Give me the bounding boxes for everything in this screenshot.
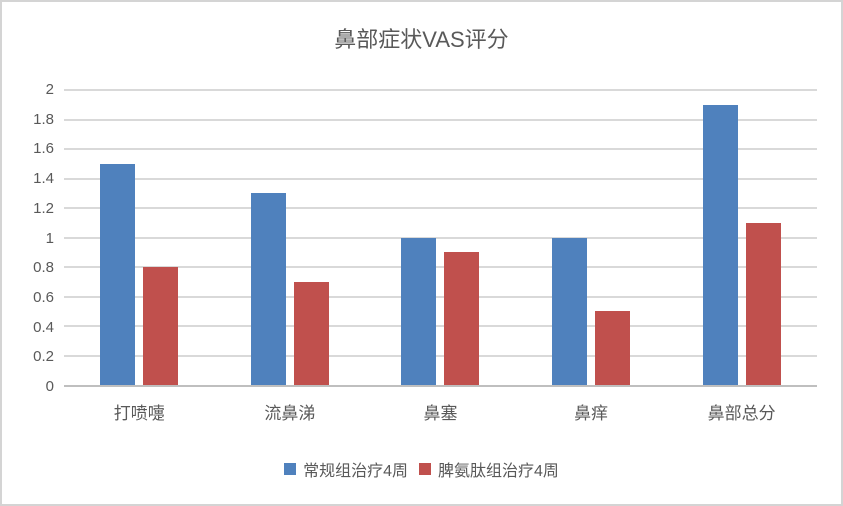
y-axis-tick-label: 1.4 bbox=[33, 170, 54, 188]
y-axis-tick-label: 2 bbox=[45, 81, 54, 98]
bar-series-1 bbox=[552, 237, 588, 385]
bar-series-1 bbox=[702, 104, 738, 385]
x-axis-category-label: 流鼻涕 bbox=[264, 404, 316, 423]
bar-group bbox=[516, 90, 667, 385]
y-axis-tick-label: 0 bbox=[45, 378, 54, 395]
bar-series-2 bbox=[444, 252, 480, 385]
y-axis-tick-label: 0.6 bbox=[33, 288, 54, 306]
gridline bbox=[64, 89, 817, 91]
y-axis-tick-label: 1.2 bbox=[33, 199, 54, 217]
y-axis-tick-label: 0.8 bbox=[33, 259, 54, 277]
bar-group bbox=[64, 90, 215, 385]
legend-swatch bbox=[419, 463, 431, 475]
bar-series-2 bbox=[745, 222, 781, 385]
x-axis-category-label: 鼻塞 bbox=[423, 404, 458, 423]
x-axis-category-label: 鼻痒 bbox=[574, 404, 609, 423]
y-axis-tick-label: 1.8 bbox=[33, 110, 54, 128]
legend-label: 常规组治疗4周 bbox=[303, 463, 408, 480]
gridline bbox=[64, 177, 817, 180]
gridline bbox=[64, 325, 817, 327]
bar-series-1 bbox=[100, 163, 136, 385]
legend-label: 脾氨肽组治疗4周 bbox=[438, 463, 559, 480]
bar-series-2 bbox=[293, 281, 329, 385]
y-axis-tick-label: 1.6 bbox=[33, 140, 54, 158]
gridline bbox=[64, 295, 817, 298]
y-axis-tick-label: 0.4 bbox=[33, 318, 54, 336]
plot-area bbox=[64, 89, 817, 387]
y-axis-tick-label: 1 bbox=[45, 229, 54, 247]
gridline bbox=[64, 236, 817, 239]
bar-group bbox=[215, 90, 366, 385]
x-axis-labels: 打喷嚏 流鼻涕 鼻塞 鼻痒 鼻部总分 bbox=[64, 399, 817, 424]
gridline bbox=[64, 354, 817, 357]
chart-title: 鼻部症状VAS评分 bbox=[334, 27, 509, 52]
x-axis-category-label: 打喷嚏 bbox=[113, 404, 165, 423]
gridline bbox=[64, 148, 817, 150]
legend-swatch bbox=[284, 463, 297, 475]
gridline bbox=[64, 118, 817, 121]
bar-group bbox=[666, 90, 817, 385]
y-axis-tick-label: 0.2 bbox=[33, 348, 54, 366]
bar-groups bbox=[64, 90, 817, 385]
bar-series-1 bbox=[401, 237, 437, 385]
legend-item: 常规组治疗4周 bbox=[284, 457, 408, 481]
legend: 常规组治疗4周 脾氨肽组治疗4周 bbox=[2, 457, 841, 481]
gridline bbox=[64, 266, 817, 268]
gridline bbox=[64, 207, 817, 209]
bar-group bbox=[365, 90, 516, 385]
bar-series-2 bbox=[595, 311, 631, 385]
x-axis-category-label: 鼻部总分 bbox=[707, 404, 776, 423]
legend-item: 脾氨肽组治疗4周 bbox=[419, 457, 559, 481]
bar-series-1 bbox=[250, 193, 286, 385]
bar-series-2 bbox=[143, 267, 179, 385]
y-axis: 0 0.2 0.4 0.6 0.8 1 1.2 1.4 1.6 1.8 2 bbox=[2, 81, 54, 395]
